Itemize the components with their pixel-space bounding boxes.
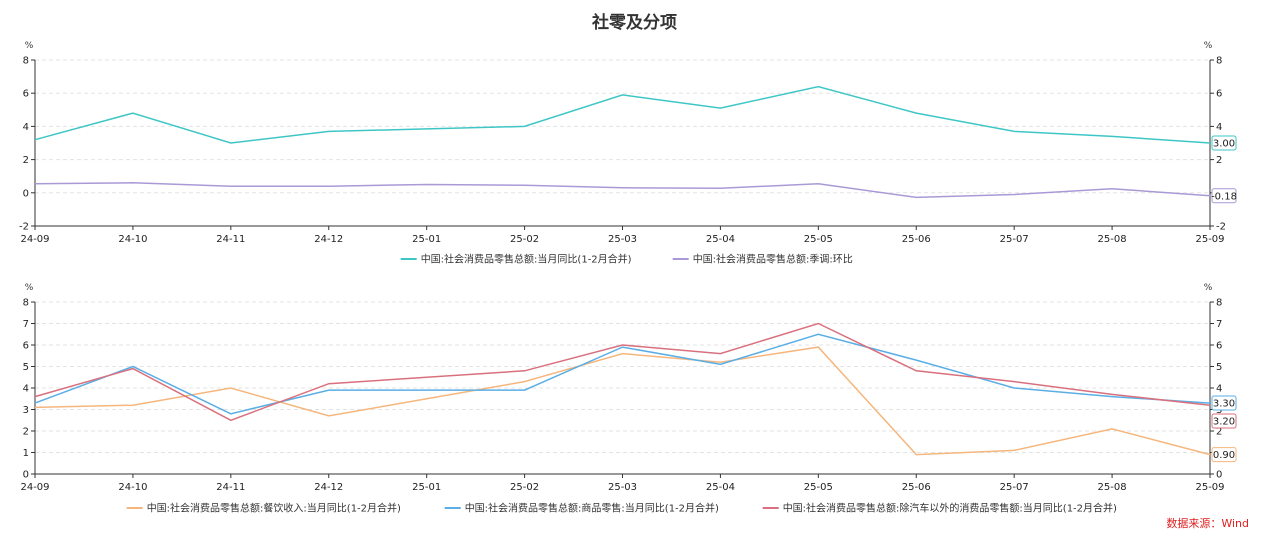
y-tick-label-right: 2 (1216, 427, 1222, 438)
y-tick-label-left: 0 (23, 188, 29, 199)
legend-label: 中国:社会消费品零售总额:季调:环比 (693, 253, 853, 266)
series-line-1-1 (34, 333, 1211, 415)
y-tick-label-left: 8 (23, 298, 29, 309)
y-tick-label-left: 4 (23, 384, 29, 395)
y-unit-left: % (25, 283, 34, 293)
data-source: 数据来源：Wind (1166, 517, 1249, 530)
x-tick-label: 24-10 (118, 482, 147, 493)
y-tick-label-left: 2 (23, 155, 29, 166)
series-line-0-1 (34, 182, 1211, 199)
y-tick-label-left: 0 (23, 470, 29, 481)
x-tick-label: 25-08 (1098, 234, 1127, 245)
legend-label: 中国:社会消费品零售总额:除汽车以外的消费品零售额:当月同比(1-2月合并) (783, 502, 1117, 515)
y-tick-label-left: -2 (19, 222, 29, 233)
y-tick-label-left: 6 (23, 89, 29, 100)
y-unit-right: % (1204, 41, 1213, 51)
end-value-text: 0.90 (1213, 450, 1235, 461)
y-tick-label-right: 4 (1216, 122, 1222, 133)
end-value-label: 0.90 (1211, 447, 1237, 463)
x-tick-label: 25-09 (1195, 234, 1224, 245)
x-tick-label: 25-06 (902, 234, 931, 245)
end-value-label: 3.30 (1211, 395, 1237, 411)
top-chart: -2-20022446688%%24-0924-1024-1124-1225-0… (19, 41, 1237, 266)
x-tick-label: 24-12 (314, 234, 343, 245)
x-tick-label: 24-11 (216, 234, 245, 245)
x-tick-label: 25-06 (902, 482, 931, 493)
y-tick-label-right: 6 (1216, 89, 1222, 100)
x-tick-label: 25-03 (608, 482, 637, 493)
legend-item[interactable]: 中国:社会消费品零售总额:当月同比(1-2月合并) (400, 253, 632, 266)
end-value-label: -0.18 (1211, 188, 1237, 204)
y-tick-label-left: 5 (23, 362, 29, 373)
y-unit-right: % (1204, 283, 1213, 293)
x-tick-label: 24-11 (216, 482, 245, 493)
y-tick-label-left: 7 (23, 319, 29, 330)
end-value-text: 3.00 (1213, 139, 1235, 150)
y-tick-label-right: 8 (1216, 56, 1222, 67)
x-tick-label: 25-07 (1000, 234, 1029, 245)
x-tick-label: 24-09 (20, 482, 49, 493)
y-tick-label-right: -2 (1216, 222, 1226, 233)
x-tick-label: 25-08 (1098, 482, 1127, 493)
x-tick-label: 25-05 (804, 482, 833, 493)
legend-label: 中国:社会消费品零售总额:商品零售:当月同比(1-2月合并) (465, 502, 719, 515)
x-tick-label: 25-01 (412, 482, 441, 493)
legend-item[interactable]: 中国:社会消费品零售总额:除汽车以外的消费品零售额:当月同比(1-2月合并) (762, 502, 1117, 515)
x-tick-label: 25-02 (510, 482, 539, 493)
y-tick-label-right: 7 (1216, 319, 1222, 330)
end-value-label: 3.20 (1211, 413, 1237, 429)
x-tick-label: 25-09 (1195, 482, 1224, 493)
end-value-box (1211, 447, 1237, 463)
legend-item[interactable]: 中国:社会消费品零售总额:季调:环比 (672, 253, 853, 266)
end-value-box (1211, 135, 1237, 151)
x-tick-label: 25-04 (706, 234, 735, 245)
y-tick-label-left: 4 (23, 122, 29, 133)
y-tick-label-right: 6 (1216, 341, 1222, 352)
end-value-box (1211, 413, 1237, 429)
y-tick-label-left: 6 (23, 341, 29, 352)
y-tick-label-right: 2 (1216, 155, 1222, 166)
x-tick-label: 25-07 (1000, 482, 1029, 493)
x-tick-label: 25-03 (608, 234, 637, 245)
y-tick-label-left: 3 (23, 405, 29, 416)
chart-title: 社零及分项 (592, 13, 677, 33)
legend-item[interactable]: 中国:社会消费品零售总额:餐饮收入:当月同比(1-2月合并) (126, 502, 401, 515)
x-tick-label: 25-05 (804, 234, 833, 245)
y-tick-label-right: 5 (1216, 362, 1222, 373)
x-tick-label: 24-09 (20, 234, 49, 245)
legend-label: 中国:社会消费品零售总额:餐饮收入:当月同比(1-2月合并) (147, 502, 401, 515)
end-value-label: 3.00 (1211, 135, 1237, 151)
x-tick-label: 24-10 (118, 234, 147, 245)
bottom-chart: 001122334455667788%%24-0924-1024-1124-12… (20, 283, 1237, 515)
legend-item[interactable]: 中国:社会消费品零售总额:商品零售:当月同比(1-2月合并) (444, 502, 719, 515)
legend-label: 中国:社会消费品零售总额:当月同比(1-2月合并) (421, 253, 632, 266)
end-value-box (1211, 188, 1237, 204)
series-line-1-0 (34, 346, 1211, 456)
x-tick-label: 25-02 (510, 234, 539, 245)
end-value-text: 3.30 (1213, 399, 1235, 410)
x-tick-label: 24-12 (314, 482, 343, 493)
x-tick-label: 25-04 (706, 482, 735, 493)
series-line-1-2 (34, 322, 1211, 422)
y-tick-label-left: 2 (23, 427, 29, 438)
y-tick-label-left: 8 (23, 56, 29, 67)
y-tick-label-right: 8 (1216, 298, 1222, 309)
series-line-0-0 (34, 85, 1211, 144)
y-tick-label-right: 0 (1216, 470, 1222, 481)
x-tick-label: 25-01 (412, 234, 441, 245)
y-tick-label-left: 1 (23, 448, 29, 459)
end-value-text: 3.20 (1213, 417, 1235, 428)
y-unit-left: % (25, 41, 34, 51)
y-tick-label-right: 4 (1216, 384, 1222, 395)
end-value-box (1211, 395, 1237, 411)
end-value-text: -0.18 (1211, 191, 1237, 202)
